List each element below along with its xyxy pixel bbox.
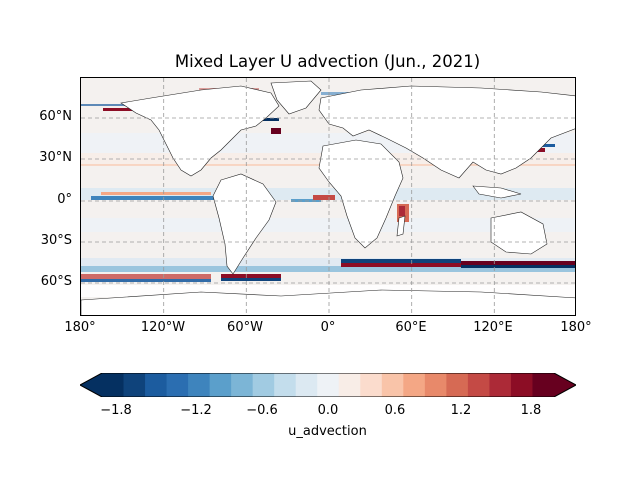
colorbar-label: u_advection bbox=[288, 424, 367, 439]
colorbar-tick: 1.8 bbox=[520, 403, 542, 418]
lat-label-30n: 30°N bbox=[39, 150, 72, 165]
colorbar-level-swatch bbox=[145, 373, 168, 397]
gridlines bbox=[81, 78, 575, 315]
colorbar-extend-under bbox=[80, 373, 102, 397]
lon-label-180w: 180° bbox=[64, 320, 96, 335]
colorbar-tick: −0.6 bbox=[246, 403, 278, 418]
colorbar-extend-over bbox=[554, 373, 576, 397]
colorbar-tick: 0.6 bbox=[384, 403, 406, 418]
colorbar-level-swatch bbox=[209, 373, 232, 397]
map-title: Mixed Layer U advection (Jun., 2021) bbox=[174, 52, 481, 71]
lat-label-60n: 60°N bbox=[39, 109, 72, 124]
colorbar-level-swatch bbox=[489, 373, 512, 397]
colorbar-tick: −1.8 bbox=[100, 403, 132, 418]
colorbar-level-swatch bbox=[102, 373, 125, 397]
lon-label-0: 0° bbox=[320, 320, 336, 335]
lat-label-0: 0° bbox=[57, 192, 72, 207]
colorbar-level-swatch bbox=[403, 373, 426, 397]
colorbar-level-swatch bbox=[123, 373, 146, 397]
colorbar-tick: 0.0 bbox=[317, 403, 339, 418]
map-panel[interactable] bbox=[80, 77, 576, 316]
lat-label-60s: 60°S bbox=[40, 274, 72, 289]
lon-label-60w: 60°W bbox=[227, 320, 263, 335]
lon-label-120e: 120°E bbox=[473, 320, 513, 335]
lat-label-30s: 30°S bbox=[40, 233, 72, 248]
colorbar bbox=[80, 373, 576, 397]
lon-label-60e: 60°E bbox=[395, 320, 427, 335]
colorbar-level-swatch bbox=[295, 373, 318, 397]
colorbar-level-swatch bbox=[252, 373, 275, 397]
colorbar-level-swatch bbox=[446, 373, 469, 397]
colorbar-level-swatch bbox=[274, 373, 297, 397]
colorbar-level-swatch bbox=[510, 373, 533, 397]
lon-label-180e: 180° bbox=[560, 320, 592, 335]
map-canvas bbox=[81, 78, 575, 315]
colorbar-level-swatch bbox=[317, 373, 340, 397]
colorbar-level-swatch bbox=[467, 373, 490, 397]
lon-label-120w: 120°W bbox=[140, 320, 186, 335]
colorbar-level-swatch bbox=[338, 373, 361, 397]
colorbar-tick: 1.2 bbox=[450, 403, 472, 418]
land-masses bbox=[81, 80, 575, 315]
colorbar-level-swatch bbox=[231, 373, 254, 397]
colorbar-level-swatch bbox=[166, 373, 189, 397]
colorbar-tick: −1.2 bbox=[180, 403, 212, 418]
colorbar-level-swatch bbox=[360, 373, 383, 397]
colorbar-level-swatch bbox=[381, 373, 404, 397]
colorbar-level-swatch bbox=[424, 373, 447, 397]
colorbar-level-swatch bbox=[532, 373, 555, 397]
colorbar-level-swatch bbox=[188, 373, 211, 397]
